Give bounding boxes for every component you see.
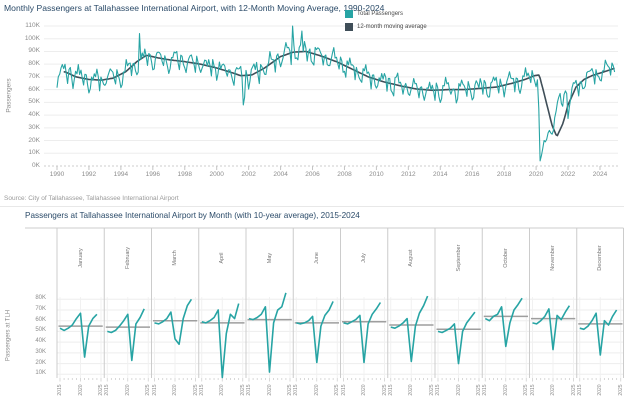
top-chart-title: Monthly Passengers at Tallahassee Intern… bbox=[4, 3, 385, 13]
legend-swatch-moving-average bbox=[345, 23, 353, 31]
legend-item-moving-average: 12-month moving average bbox=[345, 23, 427, 31]
panel-line-November bbox=[532, 305, 571, 351]
section-divider bbox=[0, 206, 624, 207]
legend-label-total: Total Passengers bbox=[357, 11, 404, 17]
total-passengers-line bbox=[56, 25, 616, 162]
panel-line-April bbox=[201, 303, 240, 379]
legend: Total Passengers 12-month moving average bbox=[345, 10, 427, 36]
panel-line-March bbox=[154, 298, 193, 346]
legend-label-moving-average: 12-month moving average bbox=[357, 24, 427, 30]
top-y-axis-title: Passengers bbox=[5, 78, 13, 113]
source-note: Source: City of Tallahassee, Tallahassee… bbox=[4, 195, 179, 202]
panel-line-January bbox=[59, 312, 98, 358]
panel-line-June bbox=[296, 301, 334, 364]
panel-line-September bbox=[437, 311, 476, 365]
legend-item-total-passengers: Total Passengers bbox=[345, 10, 427, 18]
bottom-y-axis-title: Passengers at TLH bbox=[5, 309, 12, 362]
panel-line-August bbox=[390, 295, 429, 363]
panel-line-July bbox=[343, 302, 382, 364]
panel-line-December bbox=[579, 309, 618, 356]
panel-line-May bbox=[248, 292, 287, 373]
panel-line-October bbox=[484, 297, 523, 348]
bottom-chart-title: Passengers at Tallahassee International … bbox=[25, 211, 360, 220]
legend-swatch-total bbox=[345, 10, 353, 18]
panel-line-February bbox=[107, 308, 145, 362]
